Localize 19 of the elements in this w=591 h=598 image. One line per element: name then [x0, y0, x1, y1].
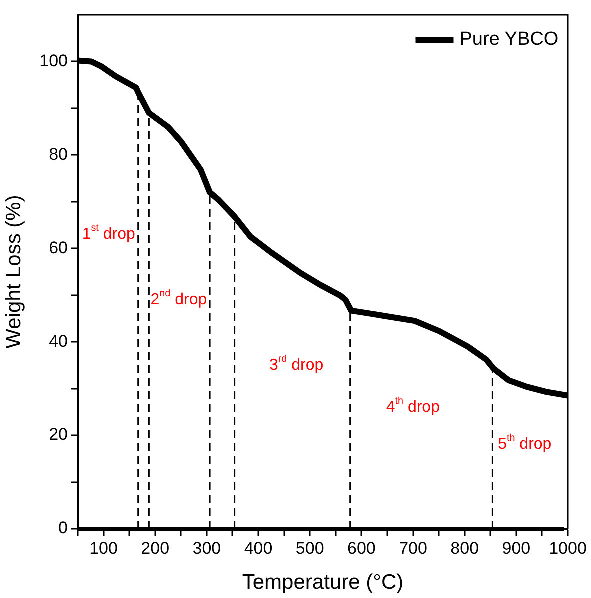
x-tick-label: 200 [141, 538, 170, 558]
x-tick-label: 700 [399, 538, 428, 558]
x-tick-label: 600 [347, 538, 376, 558]
x-tick-label: 500 [296, 538, 324, 558]
y-tick-label: 100 [40, 51, 68, 70]
x-tick-label: 800 [450, 538, 480, 558]
y-tick-label: 80 [49, 144, 68, 164]
y-tick-label: 0 [58, 518, 68, 538]
x-tick-label: 300 [192, 538, 222, 558]
x-tick-label: 100 [90, 538, 118, 558]
x-tick-label: 400 [244, 538, 273, 558]
x-tick-label: 900 [502, 538, 531, 558]
y-axis-title: Weight Loss (%) [2, 195, 26, 349]
y-tick-label: 60 [49, 238, 68, 258]
legend-label: Pure YBCO [460, 29, 559, 50]
y-tick-label: 20 [49, 425, 68, 444]
x-tick-label: 1000 [549, 538, 587, 558]
x-axis-title: Temperature (°C) [242, 571, 404, 594]
y-tick-label: 40 [49, 332, 68, 351]
